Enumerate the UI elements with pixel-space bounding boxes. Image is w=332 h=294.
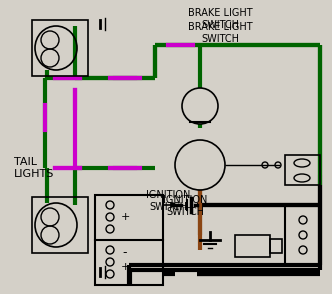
Text: BRAKE LIGHT
SWITCH: BRAKE LIGHT SWITCH [188, 22, 252, 44]
Bar [95, 195, 163, 285]
Text: +: + [120, 212, 130, 222]
Text: -: - [123, 246, 127, 260]
Bar [235, 235, 270, 257]
Bar [32, 20, 88, 76]
Text: IGNITION
SWITCH: IGNITION SWITCH [146, 190, 190, 212]
Text: BRAKE LIGHT
SWITCH: BRAKE LIGHT SWITCH [188, 8, 252, 30]
Bar [270, 239, 282, 253]
Text: +: + [120, 262, 130, 272]
Bar [285, 205, 320, 265]
Text: TAIL
LIGHTS: TAIL LIGHTS [14, 157, 54, 179]
Bar [285, 155, 320, 185]
Bar [32, 197, 88, 253]
Text: IGNITION
SWITCH: IGNITION SWITCH [163, 195, 207, 217]
